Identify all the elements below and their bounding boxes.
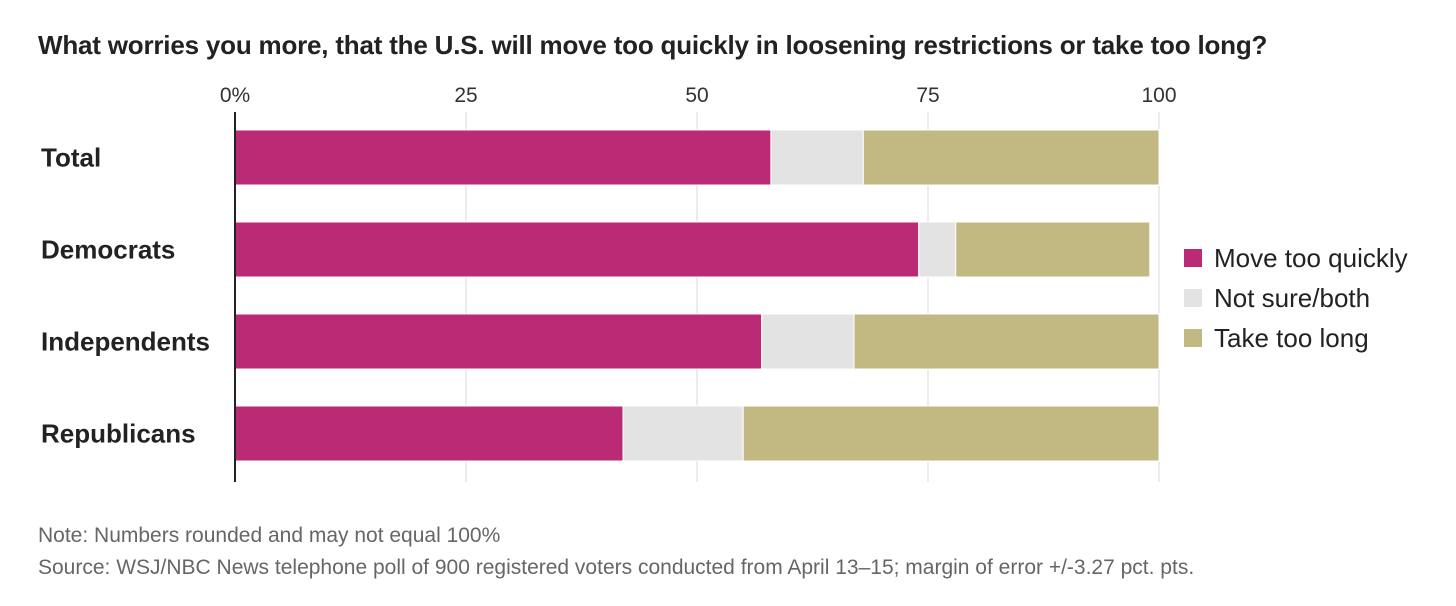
legend: Move too quickly Not sure/both Take too … <box>1184 238 1408 358</box>
bar-democrats-move-too-quickly <box>234 221 920 278</box>
x-tick-label-50: 50 <box>685 84 708 107</box>
category-labels: Total Democrats Independents Republicans <box>41 143 210 449</box>
x-tick-label-75: 75 <box>916 84 939 107</box>
legend-item-not-sure-both: Not sure/both <box>1184 278 1408 318</box>
legend-item-take-too-long: Take too long <box>1184 318 1408 358</box>
bar-total-not-sure-both <box>770 129 864 186</box>
bar-total-take-too-long <box>862 129 1160 186</box>
x-tick-label-25: 25 <box>454 84 477 107</box>
legend-item-move-too-quickly: Move too quickly <box>1184 238 1408 278</box>
bar-independents-not-sure-both <box>761 313 855 370</box>
legend-label-move-too-quickly: Move too quickly <box>1214 242 1408 273</box>
bar-democrats-take-too-long <box>955 221 1151 278</box>
bar-republicans-take-too-long <box>742 405 1160 462</box>
note-text: Note: Numbers rounded and may not equal … <box>38 524 501 547</box>
category-label-democrats: Democrats <box>41 235 175 265</box>
bar-republicans-move-too-quickly <box>234 405 624 462</box>
bar-independents-take-too-long <box>853 313 1160 370</box>
chart-notes: Note: Numbers rounded and may not equal … <box>38 520 1194 584</box>
legend-swatch-not-sure-both <box>1184 289 1202 307</box>
x-tick-label-0: 0% <box>220 84 250 107</box>
legend-label-not-sure-both: Not sure/both <box>1214 282 1371 313</box>
x-axis-tick-labels: 0% 25 50 75 100 <box>220 84 1177 107</box>
bars <box>234 129 1160 462</box>
category-label-republicans: Republicans <box>41 419 196 449</box>
bar-democrats-not-sure-both <box>918 221 957 278</box>
bar-independents-move-too-quickly <box>234 313 763 370</box>
category-label-total: Total <box>41 143 101 173</box>
bar-republicans-not-sure-both <box>622 405 744 462</box>
x-tick-label-100: 100 <box>1141 84 1176 107</box>
legend-swatch-move-too-quickly <box>1184 249 1202 267</box>
legend-swatch-take-too-long <box>1184 329 1202 347</box>
source-text: Source: WSJ/NBC News telephone poll of 9… <box>38 556 1195 579</box>
chart-title: What worries you more, that the U.S. wil… <box>38 30 1268 60</box>
category-label-independents: Independents <box>41 327 210 357</box>
legend-label-take-too-long: Take too long <box>1214 322 1369 353</box>
bar-total-move-too-quickly <box>234 129 772 186</box>
